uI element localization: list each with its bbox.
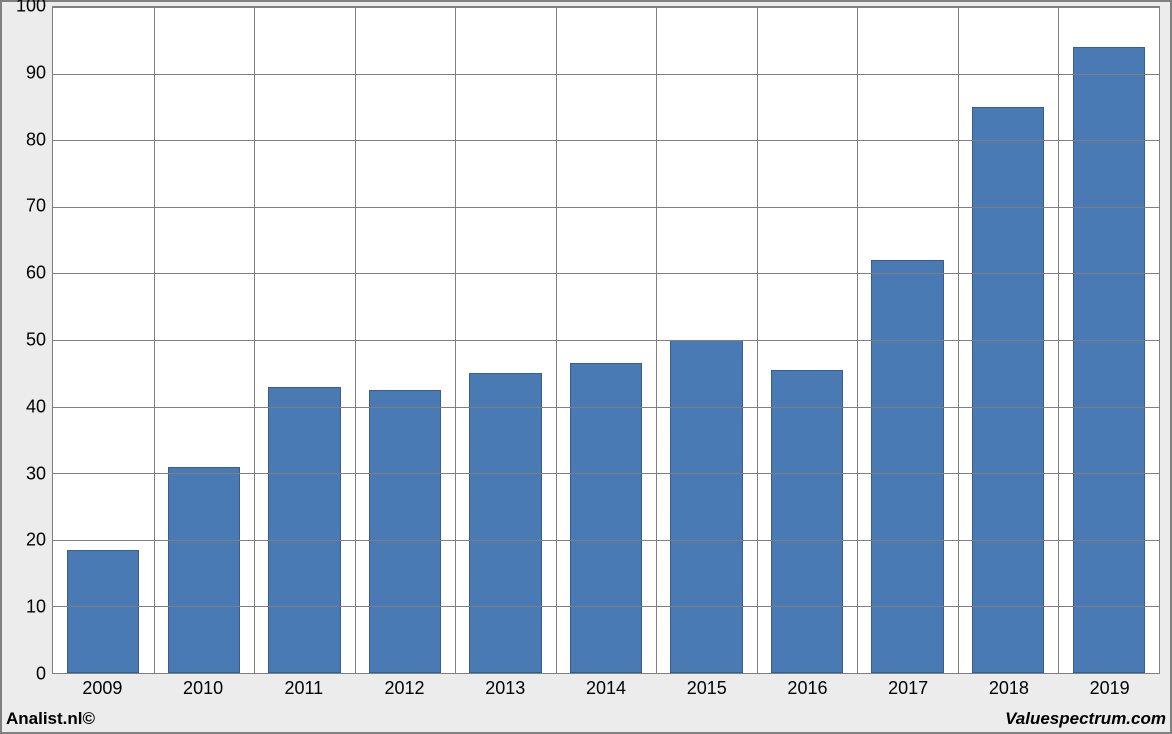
chart-container: 0102030405060708090100 20092010201120122… — [0, 0, 1172, 734]
y-tick-label: 50 — [26, 330, 46, 351]
y-tick-label: 20 — [26, 530, 46, 551]
gridline-v — [455, 7, 456, 673]
y-tick-label: 100 — [16, 0, 46, 17]
y-tick-label: 80 — [26, 129, 46, 150]
y-tick-label: 30 — [26, 463, 46, 484]
x-axis: 2009 2010 2011 2012 2013 2014 2015 2016 2017 2018… — [52, 674, 1160, 708]
x-tick-label: 2012 — [385, 678, 425, 699]
gridline-h — [53, 407, 1159, 408]
x-tick-label: 2017 — [888, 678, 928, 699]
y-tick-label: 10 — [26, 597, 46, 618]
gridline-h — [53, 340, 1159, 341]
x-tick-label: 2019 — [1090, 678, 1130, 699]
bar — [469, 373, 541, 673]
gridline-v — [556, 7, 557, 673]
gridline-h — [53, 140, 1159, 141]
bar — [369, 390, 441, 673]
footer: Analist.nl© Valuespectrum.com — [2, 708, 1170, 732]
x-tick-label: 2010 — [183, 678, 223, 699]
gridline-h — [53, 273, 1159, 274]
gridline-v — [857, 7, 858, 673]
footer-left: Analist.nl© — [6, 709, 95, 729]
gridline-h — [53, 207, 1159, 208]
x-tick-label: 2016 — [787, 678, 827, 699]
gridline-v — [355, 7, 356, 673]
gridline-h — [53, 540, 1159, 541]
x-axis-row: 2009 2010 2011 2012 2013 2014 2015 2016 2017 2018… — [2, 674, 1170, 708]
bar — [670, 340, 742, 673]
plot-wrap: 0102030405060708090100 — [2, 2, 1170, 674]
x-tick-label: 2013 — [485, 678, 525, 699]
gridline-h — [53, 473, 1159, 474]
x-tick-label: 2011 — [284, 678, 323, 699]
bar — [168, 467, 240, 673]
y-tick-label: 60 — [26, 263, 46, 284]
bar — [972, 107, 1044, 673]
bar — [67, 550, 139, 673]
gridline-h — [53, 74, 1159, 75]
gridline-h — [53, 606, 1159, 607]
x-tick-label: 2018 — [989, 678, 1029, 699]
gridline-h — [53, 7, 1159, 8]
gridline-v — [656, 7, 657, 673]
gridline-v — [958, 7, 959, 673]
y-tick-label: 70 — [26, 196, 46, 217]
gridline-v — [154, 7, 155, 673]
x-tick-label: 2009 — [82, 678, 122, 699]
plot-area — [52, 6, 1160, 674]
gridline-v — [757, 7, 758, 673]
bar — [771, 370, 843, 673]
bar — [268, 387, 340, 673]
x-tick-label: 2015 — [687, 678, 727, 699]
y-tick-label: 40 — [26, 396, 46, 417]
x-tick-label: 2014 — [586, 678, 626, 699]
footer-right: Valuespectrum.com — [1005, 709, 1166, 729]
bar — [570, 363, 642, 673]
bar — [871, 260, 943, 673]
y-tick-label: 0 — [36, 664, 46, 685]
y-tick-label: 90 — [26, 62, 46, 83]
gridline-v — [1058, 7, 1059, 673]
gridline-v — [254, 7, 255, 673]
y-axis: 0102030405060708090100 — [6, 6, 52, 674]
